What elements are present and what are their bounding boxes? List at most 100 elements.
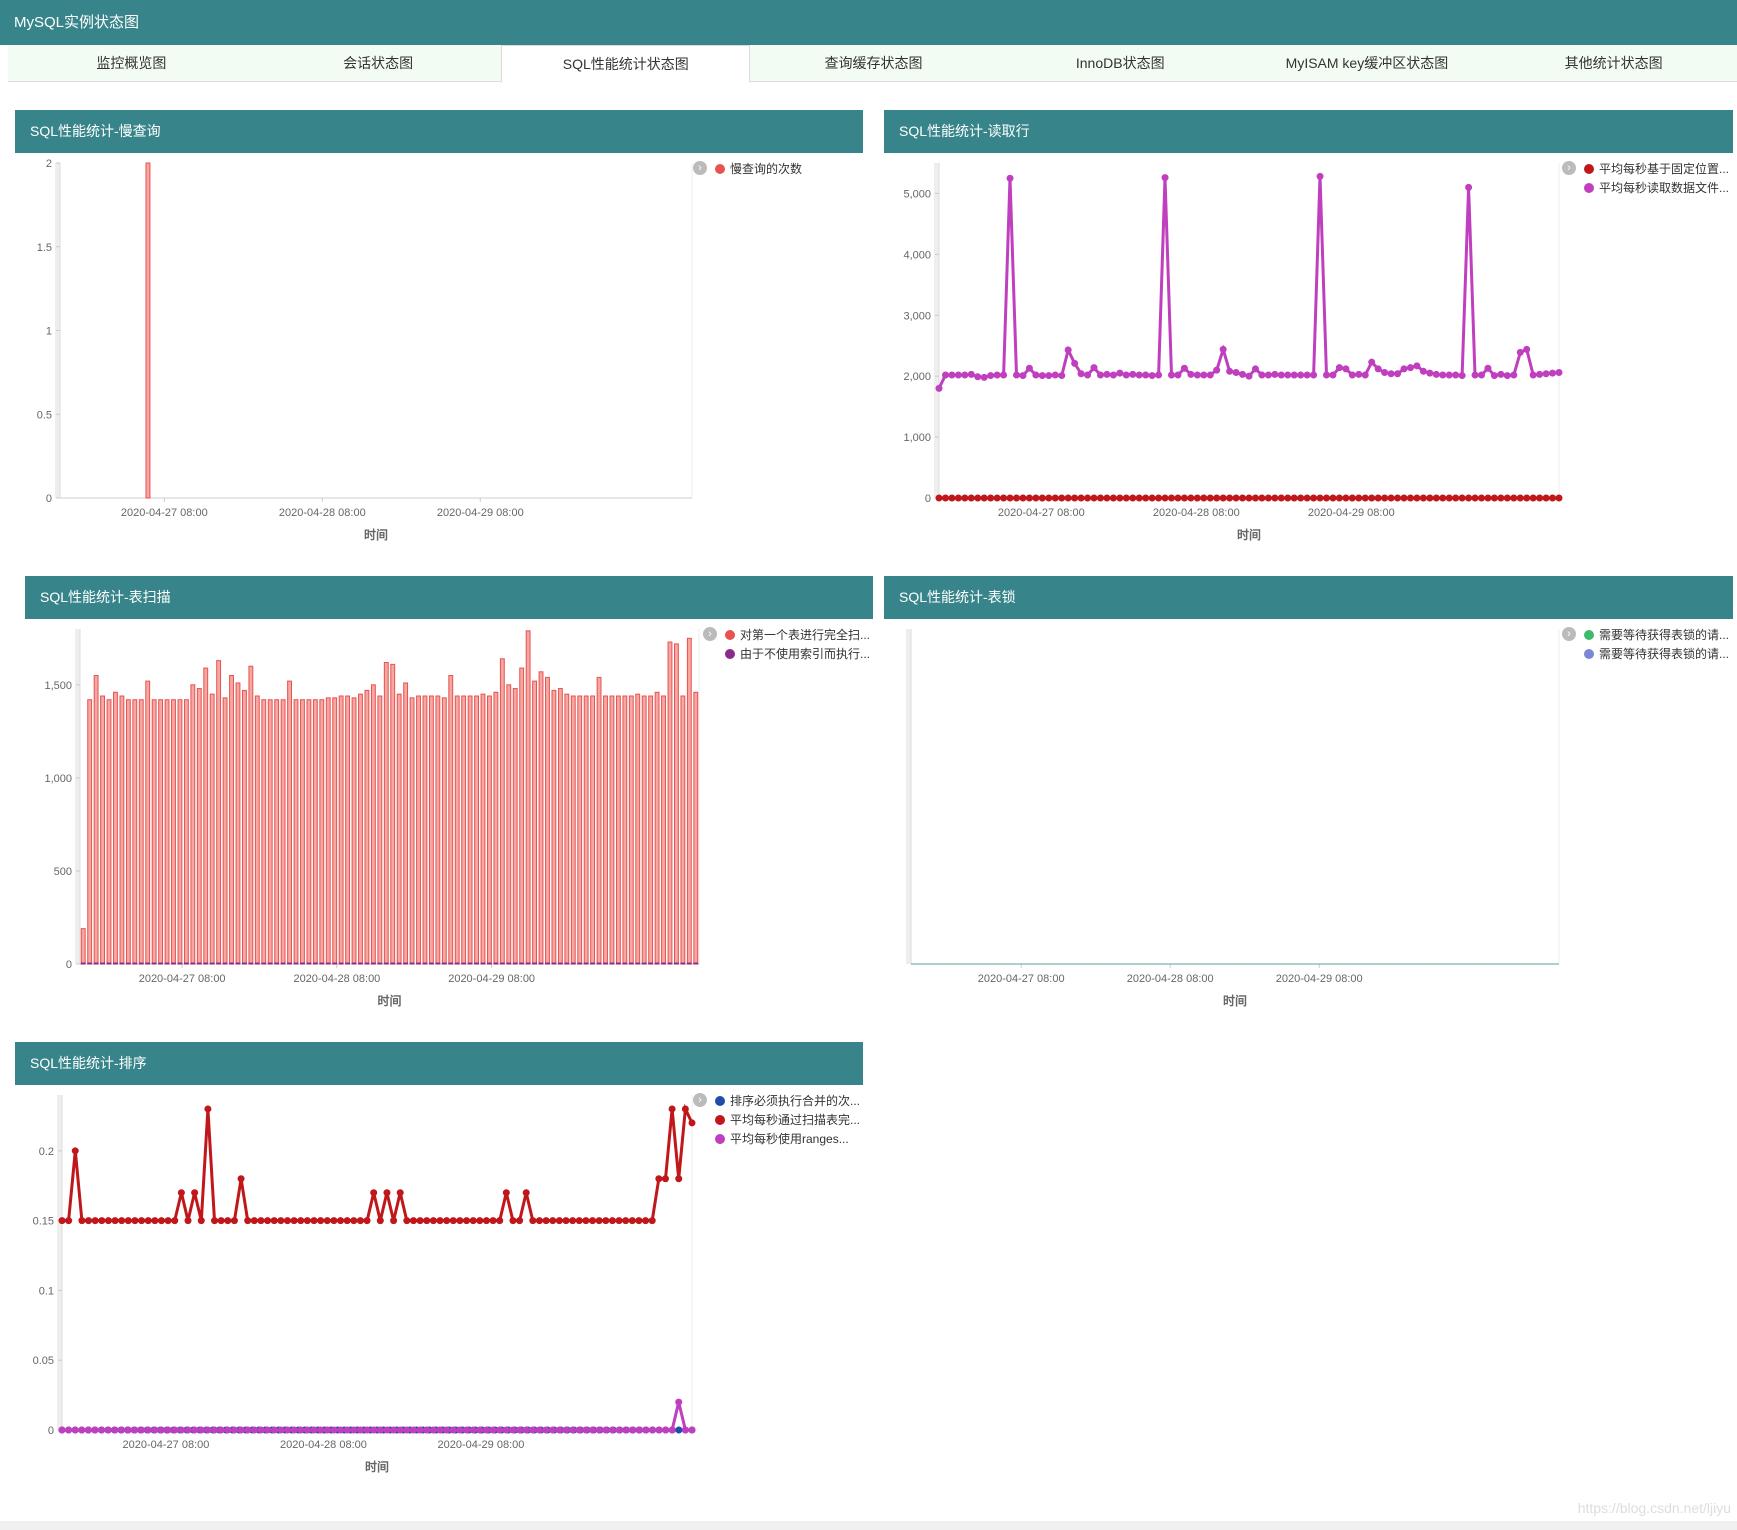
bar-0-20 — [209, 693, 215, 965]
point-1-75 — [555, 1217, 563, 1225]
point-2-67 — [502, 1426, 510, 1434]
bar-1-43 — [358, 962, 363, 965]
bar-0-34 — [300, 699, 305, 965]
point-0-1 — [941, 494, 949, 502]
legend-label: 平均每秒通过扫描表完... — [730, 1113, 861, 1127]
legend-label: 对第一个表进行完全扫... — [740, 628, 871, 642]
point-2-37 — [303, 1426, 311, 1434]
legend-scroll-arrow-icon[interactable]: › — [693, 1093, 707, 1107]
point-0-81 — [1458, 494, 1466, 502]
legend-item[interactable]: 慢查询的次数 — [715, 159, 802, 178]
bar-1-60 — [467, 962, 473, 965]
bar-1-15 — [177, 962, 183, 965]
bar-0-38 — [325, 697, 331, 965]
bar-0-16 — [183, 699, 189, 965]
bar-0-47 — [383, 662, 389, 965]
point-1-85 — [622, 1217, 630, 1225]
zoom-strip — [934, 163, 939, 498]
point-2-69 — [516, 1426, 524, 1434]
point-2-7 — [104, 1426, 112, 1434]
legend-scroll-arrow-icon[interactable]: › — [1562, 161, 1576, 175]
point-0-22 — [1077, 494, 1085, 502]
legend-dot-icon — [715, 1114, 725, 1125]
legend-scroll-arrow-icon[interactable]: › — [1562, 627, 1576, 641]
y-tick-label: 0 — [48, 1425, 54, 1437]
tab-overview[interactable]: 监控概览图 — [96, 55, 167, 71]
bar-0-54 — [428, 695, 434, 965]
legend-label: 平均每秒读取数据文件... — [1599, 181, 1730, 195]
point-0-42 — [1206, 494, 1214, 502]
legend-item[interactable]: 平均每秒读取数据文件... — [1584, 178, 1729, 197]
bar-0-66 — [506, 684, 512, 965]
tab-session[interactable]: 会话状态图 — [343, 55, 414, 71]
bar-0-95 — [693, 691, 699, 965]
zoom-strip — [75, 629, 80, 964]
point-2-62 — [469, 1426, 477, 1434]
tab-sql-performance[interactable]: SQL性能统计状态图 — [501, 45, 751, 83]
legend-item[interactable]: 由于不使用索引而执行... — [725, 644, 870, 663]
point-1-56 — [429, 1217, 437, 1225]
point-1-1 — [65, 1217, 73, 1225]
point-1-57 — [1303, 371, 1311, 379]
point-2-2 — [71, 1426, 79, 1434]
bar-1-34 — [300, 962, 305, 965]
point-0-4 — [961, 494, 969, 502]
point-0-15 — [1032, 494, 1040, 502]
tab-innodb[interactable]: InnoDB状态图 — [1075, 55, 1165, 71]
legend-item[interactable]: 需要等待获得表锁的请... — [1584, 625, 1729, 644]
point-0-82 — [1465, 494, 1473, 502]
point-2-18 — [177, 1426, 185, 1434]
point-1-79 — [582, 1217, 590, 1225]
bar-0-84 — [622, 695, 628, 965]
point-1-42 — [337, 1217, 345, 1225]
point-1-18 — [177, 1189, 185, 1197]
tab-other-stats[interactable]: 其他统计状态图 — [1564, 55, 1663, 71]
legend-item[interactable]: 排序必须执行合并的次... — [715, 1091, 860, 1110]
bar-0-14 — [171, 699, 176, 965]
legend-item[interactable]: 平均每秒通过扫描表完... — [715, 1110, 860, 1129]
point-0-6 — [974, 494, 982, 502]
bar-1-32 — [287, 962, 292, 965]
point-1-29 — [1122, 371, 1130, 379]
point-0-53 — [1277, 494, 1285, 502]
x-tick-label: 2020-04-29 08:00 — [448, 973, 535, 985]
point-2-1 — [65, 1426, 73, 1434]
point-2-55 — [423, 1426, 431, 1434]
bar-1-74 — [557, 962, 563, 965]
bar-0-76 — [570, 695, 576, 965]
series-line-2 — [62, 1401, 692, 1432]
bar-0-7 — [125, 699, 131, 965]
tab-myisam-key-buffer[interactable]: MyISAM key缓冲区状态图 — [1285, 55, 1449, 71]
x-tick-label: 2020-04-27 08:00 — [998, 507, 1085, 519]
bar-0-62 — [480, 693, 486, 965]
legend-item[interactable]: 需要等待获得表锁的请... — [1584, 644, 1729, 663]
point-1-96 — [1555, 369, 1563, 377]
point-1-12 — [138, 1217, 146, 1225]
tab-query-cache[interactable]: 查询缓存状态图 — [824, 55, 923, 71]
point-1-4 — [85, 1217, 93, 1225]
point-1-91 — [661, 1175, 669, 1183]
chart-slow-query: 0 0.5 1 1.5 2 2020-04-27 08:00 2020-04-28 08:0… — [37, 158, 693, 542]
bar-1-41 — [345, 962, 351, 965]
point-1-92 — [1529, 371, 1537, 379]
legend-item[interactable]: 对第一个表进行完全扫... — [725, 625, 870, 644]
bar-1-54 — [428, 962, 434, 965]
point-1-21 — [197, 1217, 205, 1225]
legend-scroll-arrow-icon[interactable]: › — [703, 627, 717, 641]
point-2-13 — [144, 1426, 152, 1434]
point-2-57 — [436, 1426, 444, 1434]
bar-0-92 — [673, 643, 679, 965]
point-1-22 — [1077, 370, 1085, 378]
legend-scroll-arrow-icon[interactable]: › — [693, 161, 707, 175]
point-2-26 — [230, 1426, 238, 1434]
point-1-87 — [1497, 370, 1505, 378]
bar-1-83 — [615, 962, 621, 965]
panel-title: SQL性能统计-排序 — [15, 1042, 863, 1085]
point-2-9 — [118, 1426, 126, 1434]
bar-0-3 — [100, 695, 106, 965]
point-1-19 — [184, 1217, 192, 1225]
legend-item[interactable]: 平均每秒基于固定位置... — [1584, 159, 1729, 178]
point-0-84 — [1478, 494, 1485, 502]
legend-item[interactable]: 平均每秒使用ranges... — [715, 1129, 860, 1148]
bar-0-28 — [261, 699, 267, 965]
